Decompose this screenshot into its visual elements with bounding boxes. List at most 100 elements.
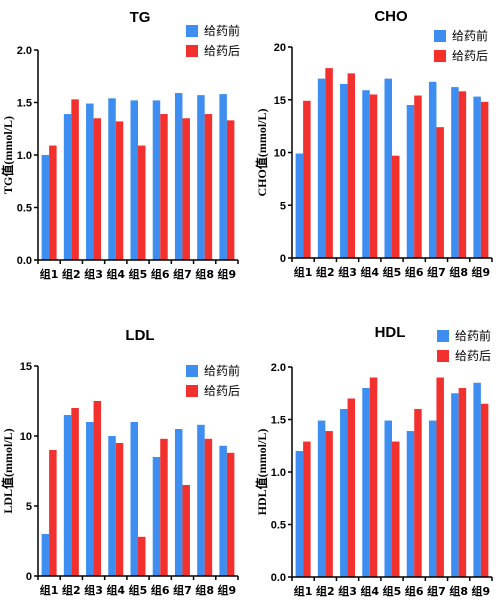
cho-bar-before-8 [451, 87, 459, 258]
hdl-x-tick-label: 组5 [383, 584, 402, 598]
ldl-bar-before-5 [130, 422, 138, 576]
cho-bar-before-4 [362, 90, 370, 258]
ldl-x-tick-label: 组6 [151, 583, 170, 597]
hdl-bar-after-9 [480, 403, 489, 577]
cho-bar-before-6 [406, 105, 415, 259]
cho-x-tick-label: 组6 [405, 265, 424, 279]
cho-y-tick-label: 20 [274, 42, 286, 54]
tg-bar-after-4 [115, 121, 124, 261]
ldl-bar-after-1 [49, 450, 57, 576]
cho-bar-after-1 [303, 100, 311, 259]
ldl-chart-title: LDL [125, 327, 154, 344]
cho-x-tick-label: 组9 [472, 265, 491, 279]
ldl-y-tick-label: 10 [20, 431, 32, 443]
cho-x-tick-label: 组5 [383, 265, 402, 279]
tg-x-tick-label: 组2 [62, 267, 81, 281]
hdl-legend-label-before: 给药前 [455, 328, 491, 343]
hdl-x-tick-label: 组2 [316, 584, 335, 598]
ldl-bar-before-6 [152, 457, 161, 576]
ldl-bar-after-4 [115, 443, 124, 576]
cho-x-tick-label: 组3 [338, 265, 357, 279]
tg-y-tick-label: 0.5 [17, 203, 32, 215]
cho-y-tick-label: 0 [280, 253, 286, 265]
ldl-x-tick-label: 组9 [218, 583, 237, 597]
tg-x-tick-label: 组9 [218, 267, 237, 281]
ldl-bar-before-1 [41, 534, 50, 576]
tg-bar-after-9 [226, 120, 235, 260]
tg-y-tick-label: 2.0 [17, 45, 32, 57]
hdl-y-tick-label: 1.5 [271, 415, 286, 427]
cho-bar-after-8 [458, 91, 467, 258]
tg-bar-before-2 [63, 114, 72, 260]
tg-bar-before-4 [108, 98, 116, 260]
ldl-y-tick-label: 15 [20, 361, 32, 373]
tg-bar-after-5 [138, 145, 146, 260]
hdl-x-tick-label: 组9 [472, 584, 491, 598]
tg-y-axis-label: TG值(mmol/L) [0, 116, 15, 194]
hdl-x-tick-label: 组3 [338, 584, 357, 598]
hdl-x-tick-label: 组1 [294, 584, 313, 598]
ldl-legend-label-after: 给药后 [204, 384, 240, 398]
tg-x-tick-label: 组6 [151, 267, 170, 281]
hdl-legend-label-after: 给药后 [455, 349, 491, 363]
cho-x-tick-label: 组2 [316, 265, 335, 279]
hdl-bar-before-4 [362, 388, 370, 577]
tg-x-tick-label: 组3 [84, 267, 103, 281]
tg-x-tick-label: 组5 [129, 267, 148, 281]
tg-x-tick-label: 组1 [40, 267, 59, 281]
tg-bar-before-5 [130, 100, 138, 261]
ldl-x-tick-label: 组5 [129, 583, 148, 597]
tg-legend-label-before: 给药前 [204, 23, 240, 38]
hdl-bar-before-8 [451, 393, 459, 577]
hdl-bar-after-3 [347, 398, 356, 577]
ldl-legend-label-before: 给药前 [204, 363, 240, 378]
cho-x-tick-label: 组7 [427, 265, 446, 279]
hdl-y-tick-label: 2.0 [271, 362, 286, 374]
cho-bar-before-7 [428, 81, 437, 258]
tg-bar-after-7 [182, 118, 190, 260]
cho-bar-after-3 [347, 73, 356, 258]
ldl-bar-before-4 [108, 436, 116, 576]
tg-bar-before-7 [174, 93, 183, 260]
ldl-legend-swatch-after [186, 385, 198, 397]
hdl-y-tick-label: 0.5 [271, 520, 286, 532]
ldl-bar-before-2 [63, 415, 72, 576]
tg-legend-swatch-after [186, 45, 198, 57]
tg-bar-before-1 [41, 155, 50, 260]
hdl-legend-swatch-before [437, 330, 449, 342]
cho-bar-after-5 [392, 155, 400, 258]
cho-y-tick-label: 5 [280, 200, 286, 212]
tg-bar-before-6 [152, 100, 161, 261]
cho-bar-after-9 [480, 101, 489, 258]
cho-chart-title: CHO [374, 8, 408, 25]
hdl-bar-after-5 [392, 441, 400, 577]
ldl-legend-swatch-before [186, 365, 198, 377]
hdl-bar-before-7 [428, 420, 437, 577]
tg-bar-before-9 [219, 94, 227, 260]
cho-y-tick-label: 10 [274, 148, 286, 160]
cho-legend-label-after: 给药后 [452, 49, 488, 63]
cho-bar-after-4 [369, 94, 378, 258]
cho-x-tick-label: 组8 [449, 265, 468, 279]
hdl-x-tick-label: 组8 [449, 584, 468, 598]
cho-legend-swatch-before [434, 30, 446, 42]
hdl-bar-after-6 [414, 409, 422, 577]
cho-bar-before-2 [317, 78, 326, 259]
hdl-bar-after-7 [436, 377, 444, 577]
hdl-bar-after-4 [369, 377, 378, 577]
ldl-y-tick-label: 5 [26, 501, 32, 513]
hdl-x-tick-label: 组6 [405, 584, 424, 598]
hdl-bar-after-2 [325, 431, 333, 577]
cho-x-tick-label: 组4 [360, 265, 379, 279]
ldl-x-tick-label: 组4 [106, 583, 125, 597]
cho-bar-before-5 [384, 78, 392, 259]
tg-bar-after-6 [160, 114, 168, 260]
ldl-bar-before-9 [219, 445, 227, 576]
ldl-x-tick-label: 组3 [84, 583, 103, 597]
ldl-x-tick-label: 组2 [62, 583, 81, 597]
cho-x-tick-label: 组1 [294, 265, 313, 279]
hdl-bar-before-2 [317, 420, 326, 577]
tg-y-tick-label: 1.5 [17, 98, 32, 110]
ldl-bar-before-8 [197, 424, 205, 576]
